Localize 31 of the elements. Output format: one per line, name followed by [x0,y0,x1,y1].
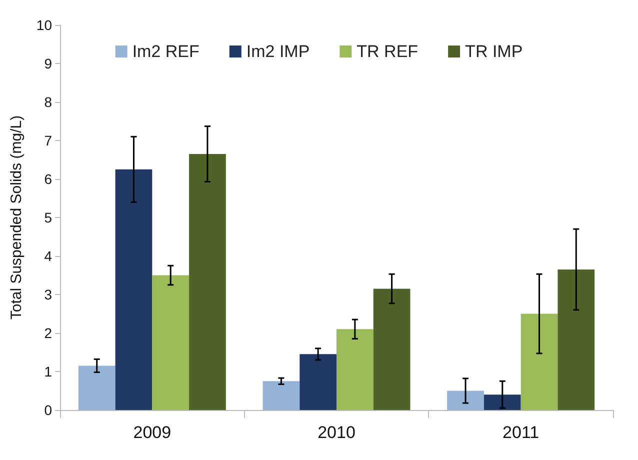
y-tick-label: 0 [44,402,52,418]
bar [484,394,521,410]
y-tick-label: 1 [44,364,52,380]
legend-label: TR REF [356,42,418,61]
bar [447,390,484,410]
y-tick-label: 3 [44,286,52,302]
y-tick-label: 9 [44,56,52,72]
bar [300,354,336,410]
y-tick-label: 5 [44,210,52,226]
bar [520,314,558,410]
legend-label: Im2 IMP [246,42,310,61]
legend-label: Im2 REF [132,42,200,61]
bar [558,269,595,410]
x-tick-label: 2010 [318,423,356,442]
bar [373,288,410,410]
legend-label: TR IMP [465,42,523,61]
bar [152,275,190,410]
x-tick-label: 2011 [502,423,540,442]
bar [336,329,374,410]
y-tick-label: 10 [36,17,52,33]
y-tick-label: 6 [44,171,52,187]
bar [115,169,152,410]
y-tick-label: 8 [44,94,52,110]
bar [78,366,116,410]
y-tick-label: 7 [44,132,52,148]
y-tick-label: 2 [44,325,52,341]
y-tick-label: 4 [44,248,52,264]
x-tick-label: 2009 [133,423,172,442]
bar [189,154,226,410]
bar [262,381,300,410]
y-axis-title: Total Suspended Solids (mg/L) [8,115,25,320]
